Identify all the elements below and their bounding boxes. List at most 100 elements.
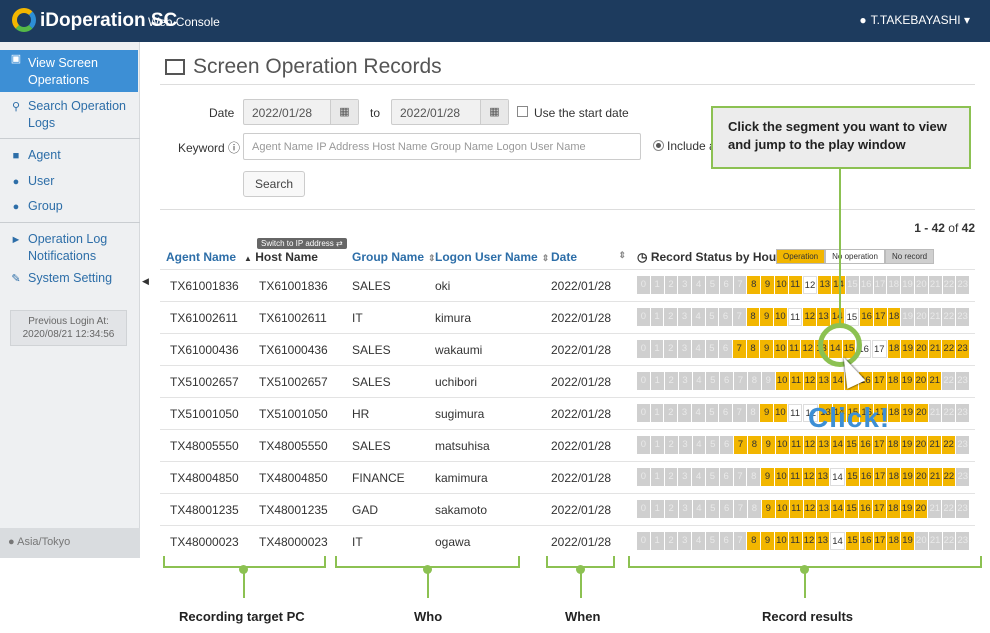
hour-segment[interactable]: 15: [845, 500, 858, 518]
hour-segment[interactable]: 10: [774, 404, 787, 422]
hour-segment[interactable]: 19: [901, 340, 915, 358]
hour-segment[interactable]: 11: [788, 468, 802, 486]
hour-segment[interactable]: 7: [734, 436, 747, 454]
col-date[interactable]: Date ⇕: [551, 250, 626, 264]
hour-segment[interactable]: 16: [859, 372, 872, 390]
table-row[interactable]: [160, 493, 975, 525]
hour-segment[interactable]: 13: [817, 436, 831, 454]
date-to-field[interactable]: 2022/01/28 ▦: [391, 99, 509, 125]
col-agent-name[interactable]: Agent Name: [166, 250, 236, 264]
hour-segment[interactable]: 15: [845, 436, 858, 454]
col-group-name[interactable]: Group Name ⇕: [352, 250, 436, 264]
table-row[interactable]: [160, 333, 975, 365]
hour-segment[interactable]: 22: [942, 436, 956, 454]
hour-segment[interactable]: 18: [887, 404, 901, 422]
hour-segment[interactable]: 12: [801, 340, 815, 358]
hour-segment[interactable]: 19: [900, 500, 914, 518]
hour-segment[interactable]: 8: [747, 532, 761, 550]
hour-segment[interactable]: 11: [787, 308, 803, 326]
use-start-date-checkbox[interactable]: [517, 106, 528, 117]
hour-segment[interactable]: 11: [787, 340, 801, 358]
hour-segment[interactable]: 9: [760, 340, 774, 358]
hour-segment[interactable]: 20: [914, 500, 928, 518]
hour-segment[interactable]: 16: [859, 532, 873, 550]
hour-segment[interactable]: 17: [872, 372, 886, 390]
hour-segment[interactable]: 15: [845, 468, 859, 486]
calendar-icon[interactable]: ▦: [330, 100, 358, 124]
hour-segment[interactable]: 13: [819, 404, 832, 422]
hour-segment[interactable]: 18: [887, 532, 901, 550]
hour-segment[interactable]: 7: [732, 340, 746, 358]
hour-segment[interactable]: 21: [928, 436, 942, 454]
keyword-input[interactable]: Agent Name IP Address Host Name Group Na…: [243, 133, 641, 160]
hour-segment[interactable]: 10: [775, 500, 789, 518]
hour-segment[interactable]: 10: [774, 532, 788, 550]
hour-segment[interactable]: 12: [803, 308, 817, 326]
hour-segment[interactable]: 8: [748, 436, 761, 454]
hour-segment[interactable]: 21: [928, 372, 942, 390]
hour-segment[interactable]: 18: [887, 468, 901, 486]
sidebar-item-search-operation-logs[interactable]: ⚲ Search Operation Logs: [0, 98, 138, 132]
hour-segment[interactable]: 22: [942, 340, 956, 358]
hour-segment[interactable]: 14: [830, 532, 845, 550]
hour-segment[interactable]: 12: [803, 372, 817, 390]
table-row[interactable]: [160, 525, 975, 557]
hour-segment[interactable]: 17: [873, 468, 887, 486]
hour-segment[interactable]: 8: [747, 276, 761, 294]
hour-segment[interactable]: 8: [746, 308, 760, 326]
table-row[interactable]: [160, 365, 975, 397]
hour-segment[interactable]: 15: [846, 404, 860, 422]
hour-segment[interactable]: 20: [915, 404, 928, 422]
hour-segment[interactable]: 20: [914, 468, 928, 486]
user-menu[interactable]: ● T.TAKEBAYASHI ▾: [859, 13, 970, 27]
hour-segment[interactable]: 18: [886, 500, 900, 518]
hour-segment[interactable]: 19: [901, 532, 914, 550]
hour-segment[interactable]: 16: [860, 404, 873, 422]
hour-segment[interactable]: 22: [942, 468, 956, 486]
hour-segment[interactable]: 14: [832, 276, 845, 294]
hour-segment[interactable]: 10: [774, 340, 787, 358]
hour-segment[interactable]: 19: [900, 372, 914, 390]
hour-segment[interactable]: 15: [845, 532, 859, 550]
hour-segment[interactable]: 17: [873, 308, 887, 326]
hour-segment[interactable]: 12: [802, 532, 816, 550]
col-logon-user[interactable]: Logon User Name ⇕: [435, 250, 549, 264]
sidebar-item-user[interactable]: ● User: [0, 173, 138, 190]
hour-segment[interactable]: 16: [859, 500, 872, 518]
table-row[interactable]: [160, 397, 975, 429]
search-button[interactable]: Search: [243, 171, 305, 197]
hour-segment[interactable]: 11: [789, 436, 803, 454]
hour-segment[interactable]: 18: [886, 436, 900, 454]
hour-segment[interactable]: 19: [901, 404, 915, 422]
hour-segment[interactable]: 21: [928, 468, 942, 486]
hour-segment[interactable]: 10: [774, 468, 788, 486]
hour-segment[interactable]: 19: [900, 436, 914, 454]
hour-segment[interactable]: 14: [831, 436, 845, 454]
hour-segment[interactable]: 16: [859, 468, 873, 486]
calendar-icon[interactable]: ▦: [480, 100, 508, 124]
sidebar-item-operation-log-notifications[interactable]: ► Operation Log Notifications: [0, 231, 138, 265]
hour-segment[interactable]: 13: [816, 532, 830, 550]
hour-segment[interactable]: 9: [761, 276, 774, 294]
hour-segment[interactable]: 14: [831, 372, 845, 390]
hour-segment[interactable]: 12: [802, 276, 818, 294]
hour-segment[interactable]: 11: [788, 276, 802, 294]
hour-segment[interactable]: 10: [775, 436, 789, 454]
hour-segment[interactable]: 13: [818, 276, 832, 294]
hour-segment[interactable]: 13: [817, 308, 830, 326]
hour-segment[interactable]: 15: [845, 372, 858, 390]
hour-segment[interactable]: 9: [761, 500, 775, 518]
hour-segment[interactable]: 23: [956, 340, 969, 358]
hour-segment[interactable]: 16: [860, 308, 873, 326]
hour-segment[interactable]: 17: [873, 532, 887, 550]
hour-segment[interactable]: 12: [803, 404, 819, 422]
info-icon[interactable]: ⓘ: [228, 141, 241, 155]
hour-segment[interactable]: 17: [871, 340, 887, 358]
sidebar-item-agent[interactable]: ■ Agent: [0, 147, 138, 164]
date-from-field[interactable]: 2022/01/28 ▦: [243, 99, 359, 125]
sidebar-item-system-setting[interactable]: ✎ System Setting: [0, 270, 138, 287]
hour-segment[interactable]: 9: [761, 436, 775, 454]
hour-segment[interactable]: 13: [817, 372, 831, 390]
hour-segment[interactable]: 9: [761, 532, 774, 550]
hour-segment[interactable]: 16: [859, 436, 872, 454]
